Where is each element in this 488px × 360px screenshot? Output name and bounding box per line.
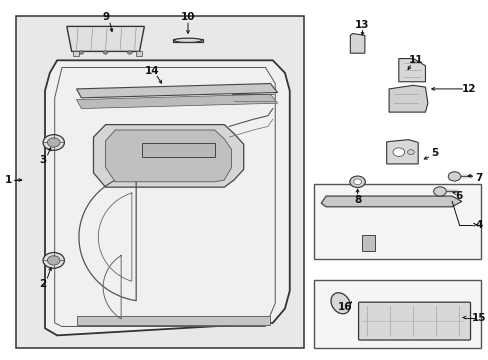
Text: 11: 11 — [407, 55, 422, 65]
Circle shape — [103, 51, 108, 54]
Circle shape — [47, 256, 60, 265]
Circle shape — [127, 51, 132, 54]
Text: 9: 9 — [102, 13, 109, 22]
Circle shape — [79, 51, 83, 54]
Text: 1: 1 — [5, 175, 12, 185]
Bar — [362, 235, 374, 251]
Circle shape — [392, 148, 404, 157]
Bar — [73, 51, 79, 56]
Polygon shape — [321, 196, 461, 207]
Bar — [76, 316, 270, 325]
Circle shape — [43, 135, 64, 150]
Text: 13: 13 — [354, 19, 369, 30]
Text: 5: 5 — [430, 148, 438, 158]
Text: 14: 14 — [144, 66, 159, 76]
Circle shape — [47, 138, 60, 147]
Polygon shape — [76, 84, 277, 98]
Polygon shape — [76, 94, 277, 109]
Bar — [142, 143, 214, 157]
FancyBboxPatch shape — [358, 302, 469, 340]
Polygon shape — [67, 26, 144, 51]
Polygon shape — [105, 130, 231, 182]
Bar — [313, 184, 480, 258]
Text: 3: 3 — [39, 156, 46, 165]
Text: 10: 10 — [181, 13, 195, 22]
Polygon shape — [93, 125, 243, 187]
Bar — [135, 51, 142, 56]
Ellipse shape — [174, 38, 202, 42]
Polygon shape — [173, 39, 202, 42]
Polygon shape — [349, 33, 364, 53]
Circle shape — [353, 179, 361, 185]
Polygon shape — [45, 60, 289, 336]
Text: 4: 4 — [474, 220, 482, 230]
Circle shape — [407, 150, 413, 155]
Text: 7: 7 — [474, 173, 482, 183]
Ellipse shape — [330, 293, 349, 314]
Text: 2: 2 — [39, 279, 46, 289]
Polygon shape — [398, 59, 425, 82]
Text: 8: 8 — [353, 195, 361, 204]
Circle shape — [349, 176, 365, 188]
Text: 15: 15 — [470, 312, 485, 323]
Text: 16: 16 — [338, 302, 352, 312]
Polygon shape — [388, 85, 427, 112]
Bar — [16, 16, 304, 348]
Bar — [313, 280, 480, 348]
Circle shape — [447, 172, 460, 181]
Text: 6: 6 — [455, 191, 462, 201]
Polygon shape — [386, 140, 417, 164]
Circle shape — [43, 252, 64, 268]
Circle shape — [433, 187, 446, 196]
Text: 12: 12 — [461, 84, 475, 94]
